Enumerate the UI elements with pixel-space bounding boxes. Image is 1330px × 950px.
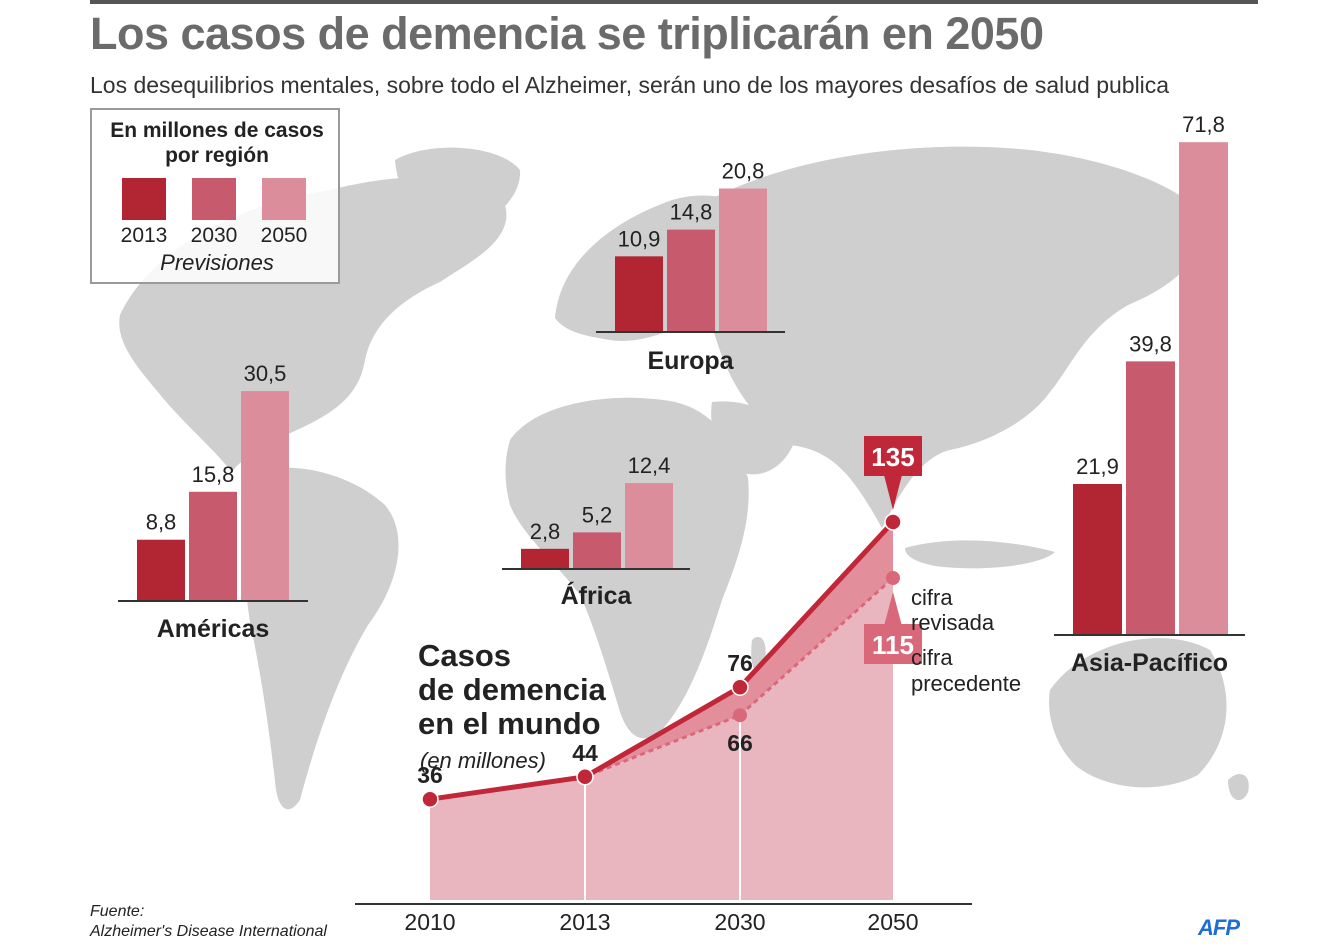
legend-title-line2: por región: [165, 144, 269, 167]
map-asia: [696, 146, 1206, 528]
legend-box: En millones de casos por región 2013 203…: [90, 108, 340, 284]
world-map: [119, 146, 1249, 810]
region-label-europa: Europa: [647, 347, 734, 375]
bar-label-africa-2030: 5,2: [582, 502, 613, 527]
bar-americas-2050: [241, 391, 289, 600]
bar-label-europa-2030: 14,8: [670, 200, 713, 225]
series-label-precedente-2: precedente: [911, 671, 1021, 696]
callout-value-revisada: 135: [871, 442, 914, 472]
regional-bar-charts: 8,8 15,8 30,5 Américas 10,9 14,8 20,8 Europa 2,8…: [118, 112, 1245, 677]
series-label-revisada-2: revisada: [911, 610, 995, 635]
map-indonesia: [905, 540, 1055, 569]
series-label-precedente-1: cifra: [911, 645, 953, 670]
region-label-asia-pacifico: Asia-Pacífico: [1071, 649, 1228, 677]
area-precedente: [430, 578, 893, 900]
value-label-precedente-2030: 66: [727, 730, 753, 756]
bar-label-asia-pacifico-2013: 21,9: [1076, 454, 1119, 479]
bar-europa-2050: [719, 188, 767, 331]
series-label-revisada-1: cifra: [911, 585, 953, 610]
value-label-revisada-2013: 44: [572, 740, 598, 766]
bar-africa-2050: [625, 483, 673, 568]
line-cifra-precedente: [429, 576, 895, 801]
value-label-revisada-2030: 76: [727, 650, 753, 676]
bar-label-asia-pacifico-2050: 71,8: [1182, 112, 1225, 137]
line-chart-unit: (en millones): [420, 748, 546, 773]
bar-europa-2030: [667, 229, 715, 331]
legend-year-2013: 2013: [120, 224, 168, 247]
bar-label-asia-pacifico-2030: 39,8: [1129, 331, 1172, 356]
callout-box-revisada: [864, 436, 922, 476]
line-chart-title-1: Casos: [418, 638, 511, 673]
page-subtitle: Los desequilibrios mentales, sobre todo …: [90, 72, 1170, 98]
legend-swatch-2050: [262, 178, 306, 220]
source-text: Alzheimer's Disease International: [90, 923, 327, 940]
map-australia: [1049, 638, 1227, 788]
area-difference-band: [430, 522, 893, 800]
bar-label-europa-2013: 10,9: [618, 226, 661, 251]
bar-asia-pacifico-2030: [1126, 361, 1175, 634]
map-new-zealand: [1228, 773, 1249, 801]
x-tick-2010: 2010: [404, 909, 455, 935]
x-tick-2030: 2030: [714, 909, 765, 935]
world-cases-line-chart: 36447666135115cifrarevisadacifrapreceden…: [355, 436, 1021, 935]
legend-swatch-2030: [192, 178, 236, 220]
bar-label-americas-2013: 8,8: [146, 510, 177, 535]
line-chart-title-3: en el mundo: [418, 706, 601, 741]
bar-label-africa-2013: 2,8: [530, 519, 561, 544]
bar-americas-2013: [137, 539, 185, 600]
bar-asia-pacifico-2013: [1073, 483, 1122, 634]
line-cifra-revisada: [429, 520, 895, 802]
legend-note: Previsiones: [160, 250, 274, 275]
bar-africa-2013: [521, 548, 569, 568]
bar-europa-2013: [615, 256, 663, 331]
callout-value-precedente: 115: [872, 630, 914, 660]
line-chart-title-2: de demencia: [418, 672, 607, 707]
bar-label-americas-2030: 15,8: [192, 462, 235, 487]
bar-americas-2030: [189, 491, 237, 600]
point-revisada-2010: [421, 790, 439, 808]
legend-year-2050: 2050: [260, 224, 308, 247]
x-tick-2050: 2050: [867, 909, 918, 935]
page-title: Los casos de demencia se triplicarán en …: [90, 8, 1044, 59]
bar-label-africa-2050: 12,4: [628, 453, 671, 478]
point-precedente-2030: [733, 708, 747, 723]
map-greenland: [395, 147, 521, 232]
legend-swatch-2013: [122, 178, 166, 220]
value-label-revisada-2010: 36: [417, 762, 443, 788]
legend-year-2030: 2030: [190, 224, 238, 247]
bar-africa-2030: [573, 532, 621, 568]
callout-box-precedente: [864, 624, 922, 664]
source-label: Fuente:: [90, 903, 145, 920]
legend-title-line1: En millones de casos: [110, 119, 324, 142]
bar-asia-pacifico-2050: [1179, 142, 1228, 635]
region-label-africa: África: [561, 581, 633, 610]
point-revisada-2013: [576, 768, 594, 786]
map-japan: [1148, 249, 1164, 291]
bar-label-americas-2050: 30,5: [244, 361, 287, 386]
x-tick-2013: 2013: [559, 909, 610, 935]
top-rule: [90, 0, 1258, 4]
point-revisada-2030: [731, 678, 749, 696]
point-precedente-2050: [886, 571, 900, 585]
region-label-americas: Américas: [157, 615, 270, 643]
callout-pointer-precedente: [884, 592, 902, 626]
bar-label-europa-2050: 20,8: [722, 159, 765, 184]
point-revisada-2050: [884, 513, 902, 531]
source-note: Fuente: Alzheimer's Disease Internationa…: [90, 902, 327, 942]
callout-pointer-revisada: [884, 475, 902, 510]
legend-title: En millones de casos por región: [92, 118, 342, 168]
afp-logo: AFP: [1198, 915, 1240, 940]
